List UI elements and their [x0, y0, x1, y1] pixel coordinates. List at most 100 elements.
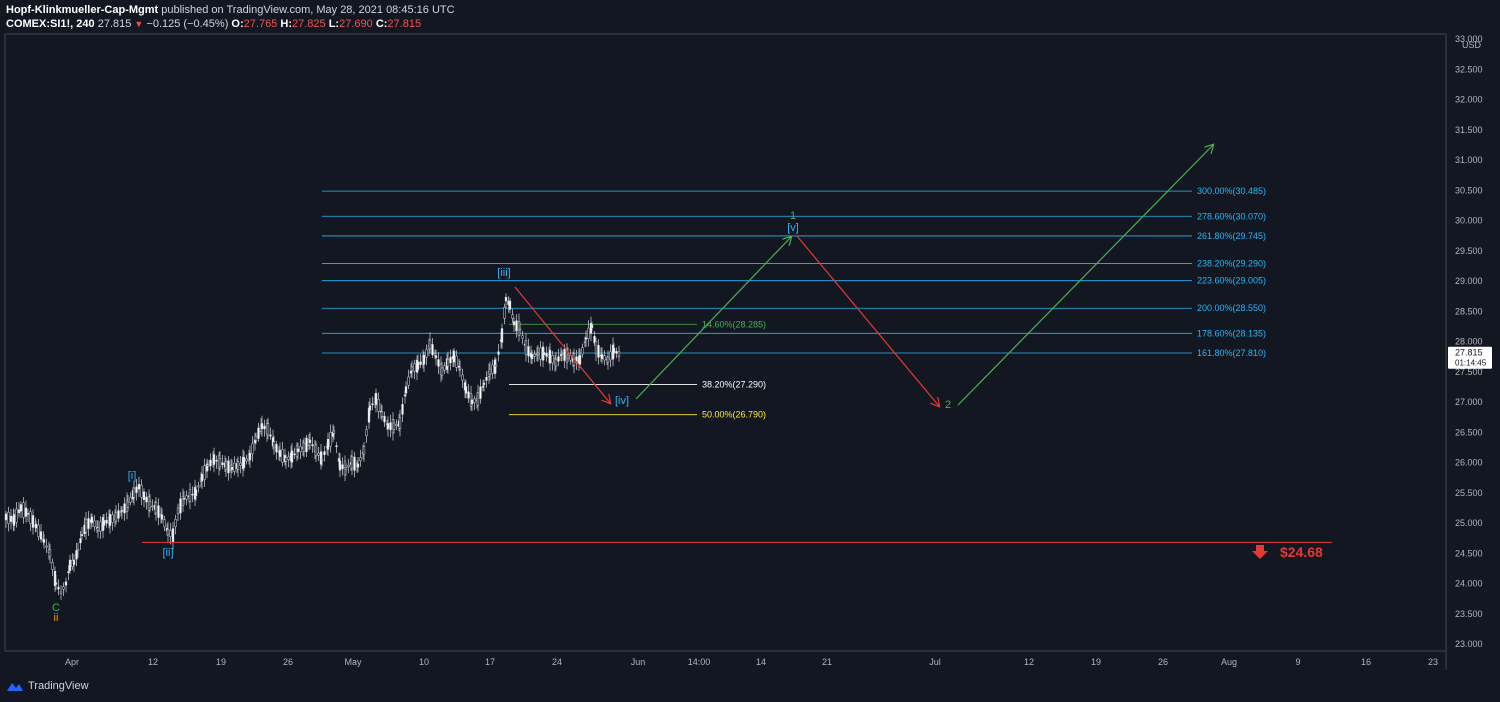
candle-body [497, 351, 500, 355]
candle-body [356, 463, 360, 468]
x-tick-label: 23 [1428, 657, 1438, 667]
candle-body [251, 443, 254, 455]
candle-body [504, 296, 508, 302]
candle-body [72, 559, 76, 565]
fib-level-label: 261.80%(29.745) [1197, 231, 1266, 241]
candle-body [606, 356, 610, 363]
candle-body [386, 423, 390, 430]
candle-body [9, 515, 13, 522]
candle-body [90, 516, 94, 524]
x-tick-label: 21 [822, 657, 832, 667]
candle-body [488, 368, 492, 375]
close-value: 27.815 [387, 18, 422, 30]
support-price-label: $24.68 [1280, 544, 1323, 560]
y-tick-label: 29.500 [1455, 246, 1483, 256]
candle-body [473, 398, 476, 403]
candle-body [236, 461, 240, 470]
candle-body [491, 364, 494, 374]
low-value: 27.690 [339, 18, 373, 30]
candle-body [359, 457, 362, 462]
projection-arrows[interactable] [514, 145, 1213, 406]
wave-labels: Cii [i] [ii] [iii] [iv] [v]1 2 [52, 210, 951, 624]
candle-body [467, 391, 470, 399]
candle-body [45, 545, 48, 548]
y-tick-label: 30.000 [1455, 216, 1483, 226]
candle-body [449, 357, 452, 364]
candle-body [479, 386, 482, 399]
projection-arrow [635, 237, 791, 400]
fib-retracement[interactable]: 14.60%(28.285) 38.20%(27.290) 50.00%(26.79… [509, 319, 766, 420]
candle-body [433, 353, 437, 356]
support-line[interactable]: $24.68 [142, 541, 1332, 560]
candle-body [108, 514, 112, 526]
candle-body [398, 417, 402, 429]
candle-body [338, 460, 342, 471]
candle-body [515, 320, 518, 332]
last-price: 27.815 [97, 18, 132, 30]
candle-body [24, 507, 28, 517]
fib-extension[interactable]: 300.00%(30.485) 278.60%(30.070) 261.80%(29… [322, 186, 1266, 358]
candle-body [17, 509, 21, 514]
open-value: 27.765 [243, 18, 278, 30]
candle-body [48, 549, 52, 557]
candle-body [377, 399, 380, 412]
candle-body [169, 530, 172, 537]
candle-body [266, 423, 270, 436]
candle-body [42, 539, 46, 543]
candle-body [512, 321, 516, 326]
fib-level-label: 300.00%(30.485) [1197, 186, 1266, 196]
candle-body [511, 314, 514, 319]
candle-body [215, 459, 218, 462]
candle-body [123, 503, 126, 514]
candle-body [79, 538, 82, 544]
x-tick-label: 19 [216, 657, 226, 667]
candle-body [470, 399, 474, 405]
candle-body [163, 519, 166, 528]
candle-body [179, 498, 182, 514]
candle-body [245, 458, 248, 462]
x-tick-label: Aug [1221, 657, 1237, 667]
candle-body [548, 349, 552, 364]
wave-label: 2 [945, 399, 951, 411]
y-tick-label: 23.500 [1455, 609, 1483, 619]
author-name[interactable]: Hopf-Klinkmueller-Cap-Mgmt [6, 4, 159, 16]
candle-body [517, 321, 521, 336]
candle-body [326, 439, 330, 450]
publish-date: published on TradingView.com, May 28, 20… [161, 4, 455, 16]
tradingview-logo-icon [7, 683, 23, 691]
fib-level-label: 238.20%(29.290) [1197, 258, 1266, 268]
x-tick-label: Jul [929, 657, 941, 667]
candle-body [157, 505, 160, 518]
close-label: C: [375, 18, 388, 30]
candles [4, 293, 621, 600]
candle-body [129, 497, 132, 503]
chart-publish-info: Hopf-Klinkmueller-Cap-Mgmt published on … [6, 4, 455, 16]
last-price-value: 27.815 [1455, 348, 1483, 358]
candle-body [597, 345, 600, 358]
candle-body [80, 534, 84, 537]
projection-arrow [957, 145, 1213, 406]
symbol-label[interactable]: COMEX:SI1!, 240 [6, 18, 95, 30]
candle-body [551, 355, 554, 364]
candle-body [257, 427, 260, 439]
candle-body [422, 354, 426, 365]
last-price-box [1448, 346, 1492, 369]
candle-body [75, 550, 78, 560]
candle-body [559, 354, 563, 356]
candle-body [482, 382, 486, 385]
candle-body [248, 452, 252, 461]
candle-body [126, 501, 130, 508]
candle-body [533, 354, 536, 357]
time-axis[interactable]: Apr 12 19 26 May 10 17 24 Jun 14:00 14 21 Jul 12 19 26 A… [65, 657, 1438, 667]
price-axis[interactable]: 33.000 32.500 32.000 31.500 31.000 30.500 30.0… [1455, 34, 1483, 649]
candle-body [437, 359, 440, 367]
open-label: O: [231, 18, 244, 30]
candle-body [609, 351, 612, 361]
candle-body [392, 422, 396, 430]
candle-body [587, 327, 590, 340]
candle-body [54, 582, 58, 585]
x-tick-label: 14 [756, 657, 766, 667]
candle-body [37, 524, 40, 537]
candle-body [584, 337, 588, 340]
